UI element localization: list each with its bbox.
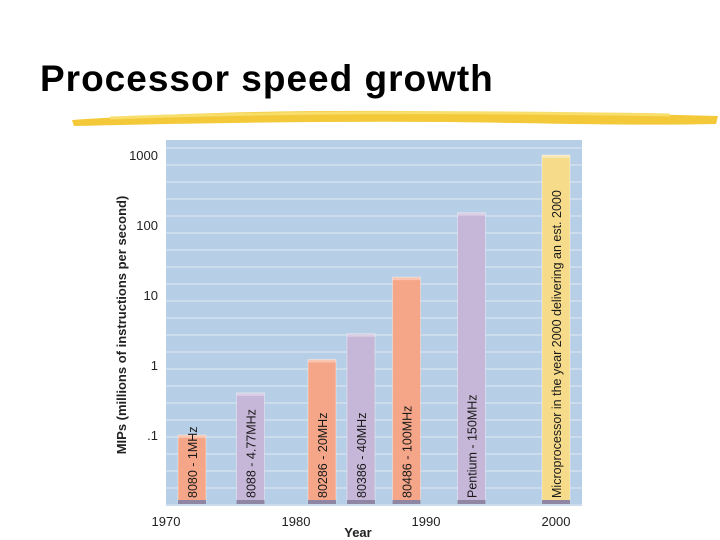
bar-label: Microprocessor in the year 2000 deliveri… (550, 190, 564, 498)
slide-title: Processor speed growth (40, 58, 494, 99)
bar-top-highlight (457, 212, 486, 216)
bar: Microprocessor in the year 2000 deliveri… (541, 154, 571, 504)
bar-body (346, 333, 376, 503)
y-tick-label: 1 (151, 358, 158, 373)
bar: 80286 - 20MHz (307, 358, 337, 504)
x-tick-label: 1990 (412, 514, 441, 529)
y-tick-label: 100 (136, 218, 158, 233)
bar-base (178, 500, 206, 504)
bars: 8080 - 1MHz 8088 - 4.77MHz 80286 - 20MHz 80… (177, 154, 571, 504)
bar-base (542, 500, 570, 504)
bar-base (308, 500, 336, 504)
bar-label: 8080 - 1MHz (186, 426, 200, 498)
x-axis-title: Year (344, 525, 371, 540)
bar-body (392, 276, 421, 503)
bar: 80486 - 100MHz (392, 276, 421, 504)
y-tick-label: 1000 (129, 148, 158, 163)
bar-body (236, 392, 265, 503)
y-axis-title: MIPs (millions of instructions per secon… (114, 196, 129, 455)
bar-top-highlight (347, 333, 375, 337)
bar-label: 80486 - 100MHz (401, 406, 415, 498)
axis-labels: .1 1 10 100 1000 1970 1980 1990 2000 Year MIPs (mi… (114, 148, 570, 540)
underline-stroke-highlight (109, 111, 671, 120)
bar-label: 80286 - 20MHz (316, 413, 330, 498)
bar-label: Pentium - 150MHz (466, 394, 480, 498)
x-tick-label: 1980 (282, 514, 311, 529)
bar-label: 80386 - 40MHz (355, 413, 369, 498)
y-tick-label: 10 (144, 288, 158, 303)
bar-body (307, 358, 337, 503)
bar: 8080 - 1MHz (177, 426, 207, 504)
bar-base (457, 500, 486, 504)
bar-base (392, 500, 421, 504)
bar: 8088 - 4.77MHz (236, 392, 265, 504)
bar-top-highlight (236, 392, 265, 396)
bar-label: 8088 - 4.77MHz (245, 409, 259, 498)
bar-top-highlight (178, 435, 206, 438)
bar-top-highlight (392, 277, 421, 281)
bar-base (347, 500, 375, 504)
bar-base (236, 500, 265, 504)
x-tick-label: 1970 (152, 514, 181, 529)
grid-lines (166, 147, 582, 506)
title-underline-stroke (72, 110, 718, 126)
bar: Pentium - 150MHz (457, 212, 486, 504)
x-tick-label: 2000 (542, 514, 571, 529)
bar: 80386 - 40MHz (346, 333, 376, 504)
y-tick-label: .1 (147, 428, 158, 443)
bar-top-highlight (542, 155, 570, 158)
bar-body (541, 154, 571, 503)
bar-top-highlight (308, 359, 336, 363)
